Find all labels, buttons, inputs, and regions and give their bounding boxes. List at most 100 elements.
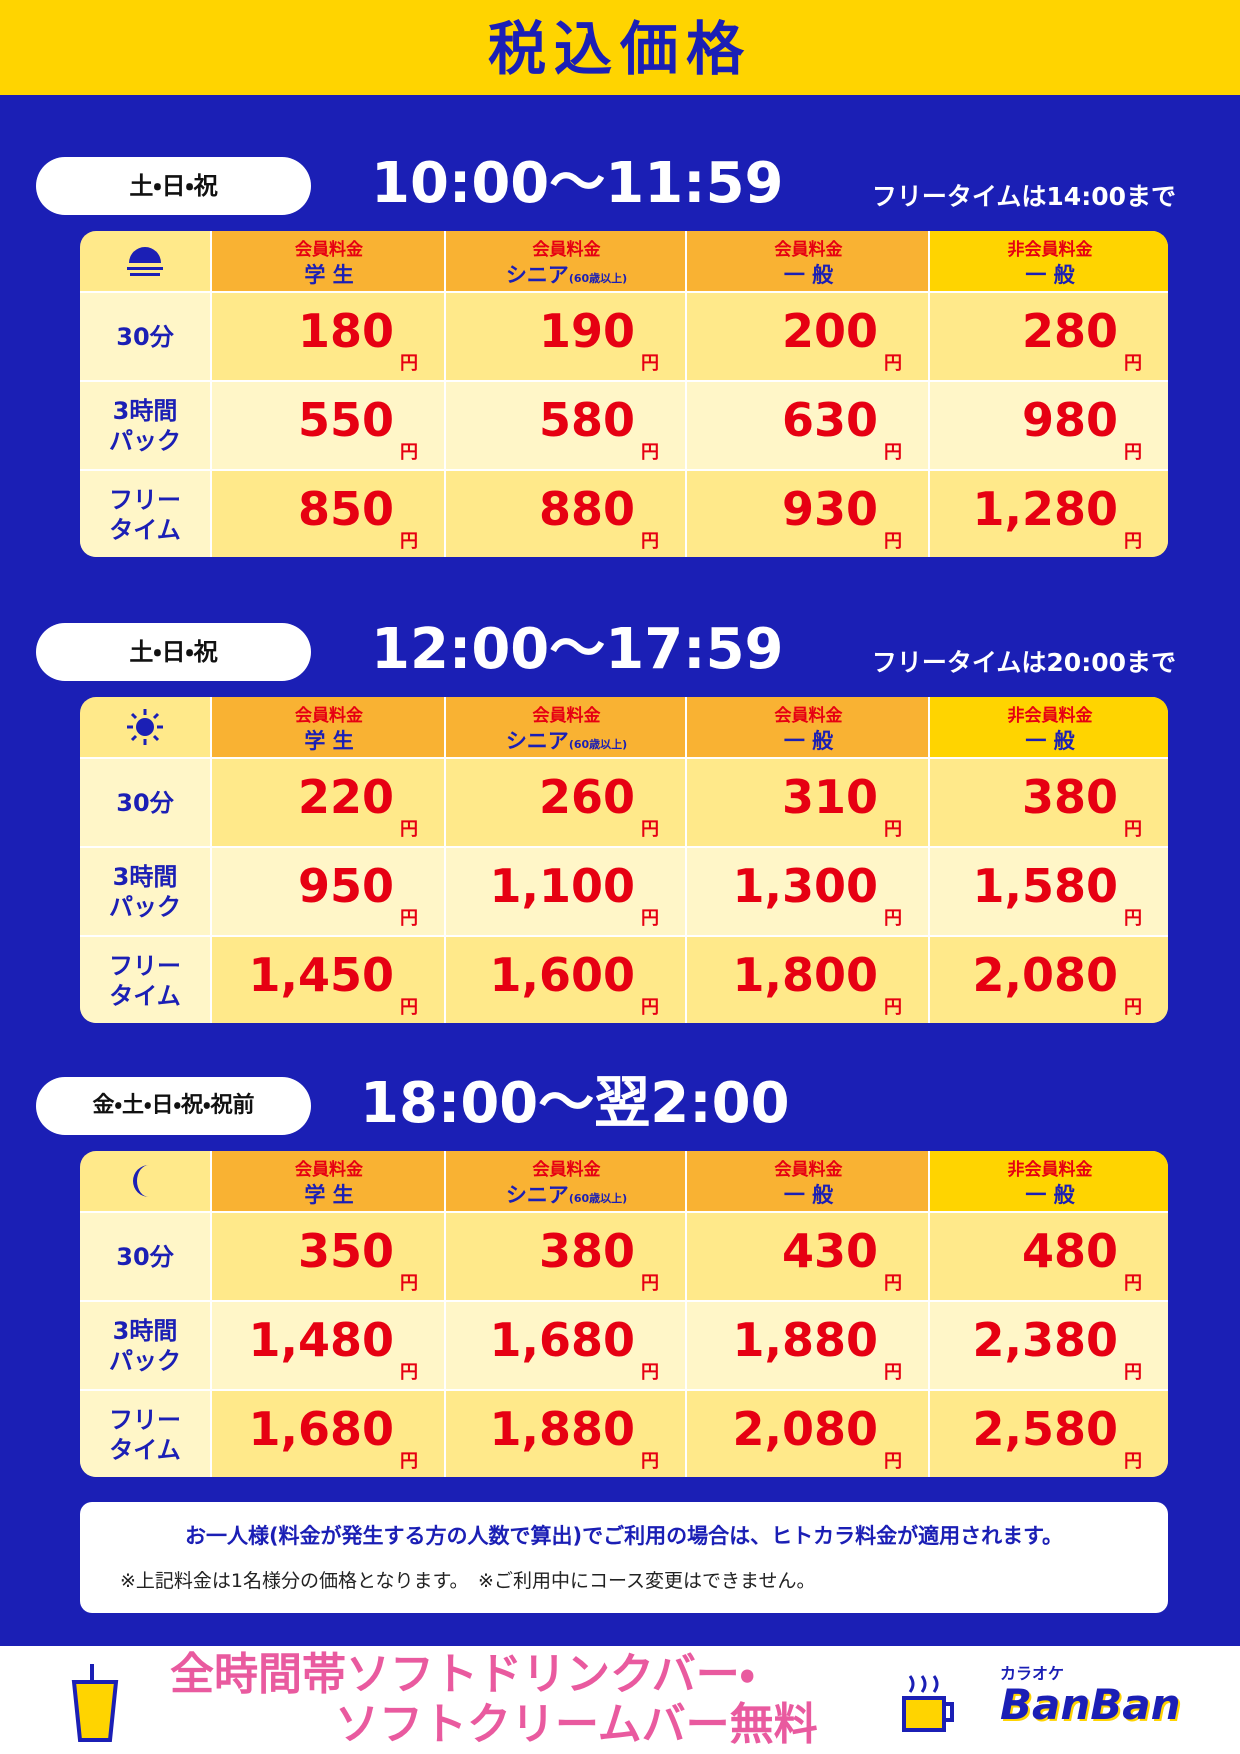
coffee-icon bbox=[902, 1675, 954, 1732]
unit: 円 bbox=[1124, 908, 1142, 929]
price: 350 bbox=[297, 1224, 394, 1278]
unit: 円 bbox=[641, 1273, 659, 1294]
column-header: 会員料金 シニア(60歳以上) bbox=[444, 231, 685, 291]
column-type: 会員料金 bbox=[532, 240, 601, 260]
row-label-line: パック bbox=[109, 892, 181, 921]
row-band bbox=[210, 1211, 1168, 1300]
unit: 円 bbox=[884, 819, 902, 840]
price: 1,680 bbox=[248, 1402, 394, 1456]
price: 930 bbox=[781, 482, 878, 536]
price: 630 bbox=[781, 393, 878, 447]
col-divider bbox=[685, 380, 687, 469]
price: 580 bbox=[538, 393, 635, 447]
column-header: 会員料金学 生 bbox=[210, 1151, 444, 1211]
price: 1,300 bbox=[732, 859, 878, 913]
column-header: 会員料金 シニア(60歳以上) bbox=[444, 1151, 685, 1211]
price: 280 bbox=[1021, 304, 1118, 358]
price: 1,600 bbox=[489, 948, 635, 1002]
column-name-text: 一 般 bbox=[1025, 263, 1075, 287]
row-label: 30分 bbox=[80, 291, 210, 380]
row-band bbox=[210, 469, 1168, 557]
note: フリータイムは14:00まで bbox=[871, 182, 1176, 211]
price-table: 会員料金学 生会員料金 シニア(60歳以上) 会員料金一 般非会員料金一 般 30分 2… bbox=[80, 697, 1168, 1023]
col-divider bbox=[210, 846, 212, 935]
time: 18:00〜翌2:00 bbox=[360, 1071, 790, 1136]
column-name-text: 一 般 bbox=[783, 263, 834, 287]
unit: 円 bbox=[641, 819, 659, 840]
logo-small: カラオケ bbox=[1000, 1664, 1065, 1683]
cup-icon bbox=[71, 1664, 119, 1742]
column-name-text: シニア bbox=[505, 263, 569, 287]
footer: 全時間帯ソフトドリンクバー・ ソフトクリームバー無料 カラオケ BanBan bbox=[0, 1646, 1240, 1754]
time-icon bbox=[125, 241, 165, 281]
unit: 円 bbox=[884, 908, 902, 929]
notice-line: ※上記料金は1名様分の価格となります。 ※ご利用中にコース変更はできません。 bbox=[120, 1570, 816, 1592]
unit: 円 bbox=[400, 1451, 418, 1472]
unit: 円 bbox=[1124, 819, 1142, 840]
column-name: 一 般 bbox=[687, 725, 930, 755]
row-band bbox=[210, 935, 1168, 1023]
col-divider bbox=[444, 380, 446, 469]
col-divider bbox=[685, 291, 687, 380]
col-divider bbox=[685, 469, 687, 557]
price: 1,880 bbox=[732, 1313, 878, 1367]
unit: 円 bbox=[884, 353, 902, 374]
col-divider bbox=[928, 935, 930, 1023]
column-header: 会員料金 シニア(60歳以上) bbox=[444, 697, 685, 757]
price: 1,880 bbox=[489, 1402, 635, 1456]
column-header: 会員料金学 生 bbox=[210, 231, 444, 291]
column-name: 学 生 bbox=[212, 1179, 446, 1209]
unit: 円 bbox=[1124, 1451, 1142, 1472]
unit: 円 bbox=[400, 442, 418, 463]
column-header: 会員料金一 般 bbox=[685, 231, 928, 291]
price: 480 bbox=[1021, 1224, 1118, 1278]
price: 1,800 bbox=[732, 948, 878, 1002]
col-divider bbox=[444, 291, 446, 380]
col-divider bbox=[210, 1211, 212, 1300]
day-pill: 土・日・祝 bbox=[36, 623, 311, 681]
column-name-text: 一 般 bbox=[1025, 1183, 1075, 1207]
unit: 円 bbox=[1124, 531, 1142, 552]
col-divider bbox=[210, 291, 212, 380]
price-table: 会員料金学 生会員料金 シニア(60歳以上) 会員料金一 般非会員料金一 般 30分 1… bbox=[80, 231, 1168, 557]
row-band bbox=[210, 380, 1168, 469]
price-table: 会員料金学 生会員料金 シニア(60歳以上) 会員料金一 般非会員料金一 般 30分 3… bbox=[80, 1151, 1168, 1477]
column-name: シニア(60歳以上) bbox=[446, 725, 687, 755]
column-type: 非会員料金 bbox=[1007, 240, 1093, 260]
col-divider bbox=[444, 935, 446, 1023]
col-divider bbox=[685, 1211, 687, 1300]
col-divider bbox=[210, 469, 212, 557]
unit: 円 bbox=[400, 908, 418, 929]
column-name: 一 般 bbox=[687, 259, 930, 289]
time: 10:00〜11:59 bbox=[371, 151, 784, 216]
row-band bbox=[210, 757, 1168, 846]
column-name: 一 般 bbox=[930, 725, 1168, 755]
price: 2,080 bbox=[972, 948, 1118, 1002]
row-band bbox=[210, 846, 1168, 935]
row-label-line: パック bbox=[109, 1346, 181, 1375]
row-label: フリー タイム bbox=[80, 935, 210, 1023]
logo: BanBan bbox=[1000, 1680, 1181, 1729]
price: 950 bbox=[297, 859, 394, 913]
row-label: 30分 bbox=[80, 757, 210, 846]
col-divider bbox=[444, 469, 446, 557]
price: 880 bbox=[538, 482, 635, 536]
column-name: シニア(60歳以上) bbox=[446, 1179, 687, 1209]
unit: 円 bbox=[641, 908, 659, 929]
column-header: 非会員料金一 般 bbox=[928, 231, 1168, 291]
row-label: フリー タイム bbox=[80, 1389, 210, 1477]
column-header: 会員料金一 般 bbox=[685, 1151, 928, 1211]
column-header: 非会員料金一 般 bbox=[928, 1151, 1168, 1211]
column-name-text: 学 生 bbox=[304, 1183, 354, 1207]
col-divider bbox=[928, 1211, 930, 1300]
unit: 円 bbox=[884, 1362, 902, 1383]
column-sub: (60歳以上) bbox=[568, 1192, 628, 1205]
price: 1,480 bbox=[248, 1313, 394, 1367]
unit: 円 bbox=[400, 531, 418, 552]
header: 税込価格 bbox=[0, 0, 1240, 98]
footer-line: 全時間帯ソフトドリンクバー・ bbox=[170, 1649, 755, 1700]
row-label: 3時間 パック bbox=[80, 1300, 210, 1389]
column-type: 会員料金 bbox=[532, 706, 601, 726]
unit: 円 bbox=[1124, 1273, 1142, 1294]
col-divider bbox=[928, 846, 930, 935]
